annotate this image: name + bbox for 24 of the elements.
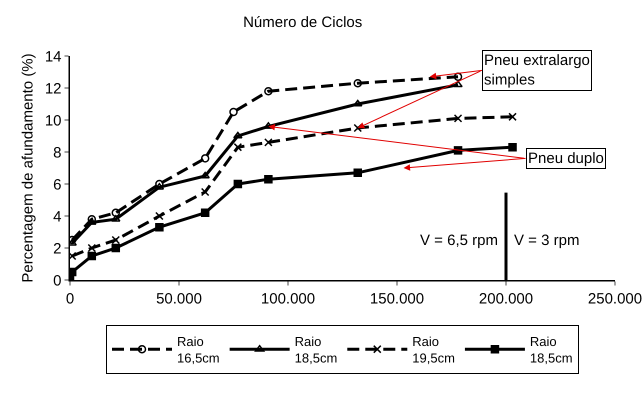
- annotation: Pneu extralargo simples: [484, 52, 590, 88]
- x-tick-label: 50.000: [156, 290, 202, 308]
- y-tick-label: 6: [53, 176, 62, 194]
- y-tick-label: 14: [44, 48, 62, 66]
- y-axis-title: Percentagem de afundamento (%): [19, 53, 36, 283]
- legend-label: Raio 18,5cm: [530, 334, 573, 366]
- x-tick-label: 100.000: [260, 290, 316, 308]
- x-tick-label: 150.000: [370, 290, 424, 308]
- legend-label: Raio 18,5cm: [294, 334, 338, 366]
- x-tick-label: 0: [66, 290, 74, 308]
- annotation: Pneu duplo: [528, 150, 604, 167]
- y-tick-label: 12: [44, 80, 62, 98]
- annotation: V = 6,5 rpm: [420, 232, 498, 249]
- chart-title: Número de Ciclos: [243, 14, 362, 32]
- y-tick-label: 2: [53, 240, 62, 258]
- y-tick-label: 0: [53, 272, 62, 290]
- x-tick-label: 250.000: [588, 290, 642, 308]
- annotation: V = 3 rpm: [514, 232, 580, 249]
- legend-label: Raio 19,5cm: [412, 334, 455, 366]
- x-tick-label: 200.000: [478, 290, 534, 308]
- y-tick-label: 4: [53, 208, 62, 226]
- y-tick-label: 8: [53, 144, 62, 162]
- legend-label: Raio 16,5cm: [177, 334, 220, 366]
- y-tick-label: 10: [44, 112, 62, 130]
